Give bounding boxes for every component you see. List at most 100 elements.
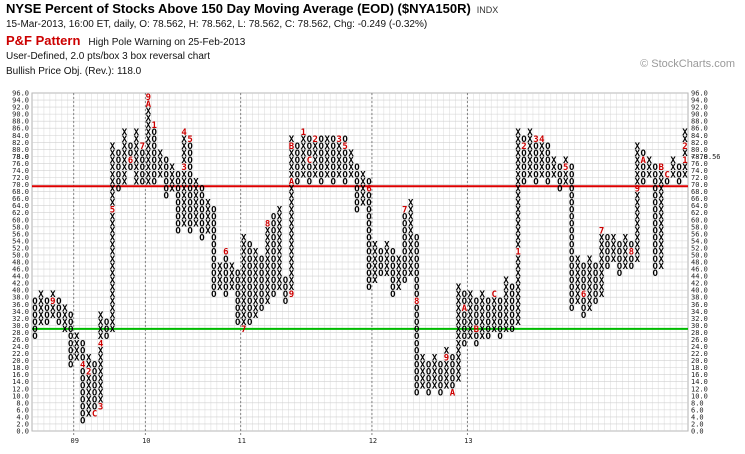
y-tick-label-right: 70.0: [691, 181, 708, 189]
o-box: O: [187, 220, 193, 230]
o-box: O: [676, 163, 682, 173]
o-box: O: [307, 177, 313, 187]
y-tick-label-left: 34.0: [12, 308, 29, 316]
o-box: O: [545, 149, 551, 159]
y-tick-label-right: 94.0: [691, 97, 708, 105]
o-box: O: [474, 332, 480, 342]
x-box: X: [98, 360, 104, 370]
x-box: X: [313, 142, 319, 152]
x-box: X: [658, 177, 664, 187]
x-box: X: [635, 163, 641, 173]
o-box: O: [295, 156, 301, 166]
x-box: X: [193, 191, 199, 201]
o-box: O: [521, 170, 527, 180]
x-box: X: [336, 163, 342, 173]
x-box: X: [372, 276, 378, 286]
x-box: X: [289, 135, 295, 145]
x-box: X: [515, 177, 521, 187]
x-box: X: [611, 234, 617, 244]
o-box: O: [271, 220, 277, 230]
o-box: O: [68, 346, 74, 356]
o-box: O: [211, 234, 217, 244]
o-box: O: [414, 346, 420, 356]
x-box: X: [647, 170, 653, 180]
o-box: O: [354, 163, 360, 173]
x-box: X: [110, 276, 116, 286]
o-box: O: [617, 241, 623, 251]
o-box: O: [414, 276, 420, 286]
o-box: O: [199, 191, 205, 201]
y-tick-label-left: 10.0: [12, 392, 29, 400]
x-box: X: [289, 269, 295, 279]
o-box: O: [295, 170, 301, 180]
x-box: X: [515, 220, 521, 230]
o-box: O: [617, 269, 623, 279]
o-box: O: [235, 297, 241, 307]
x-box: X: [289, 276, 295, 286]
o-box: O: [259, 297, 265, 307]
o-box: O: [402, 269, 408, 279]
x-box: X: [468, 318, 474, 328]
o-box: O: [354, 170, 360, 180]
o-box: O: [402, 227, 408, 237]
x-box: X: [134, 170, 140, 180]
x-box: X: [217, 283, 223, 293]
month-marker: C: [92, 410, 97, 420]
x-box: X: [408, 213, 414, 223]
x-box: X: [265, 241, 271, 251]
x-box: X: [682, 170, 688, 180]
o-box: O: [152, 149, 158, 159]
x-box: X: [122, 170, 128, 180]
y-tick-label-right: 12.0: [691, 385, 708, 393]
x-box: X: [98, 367, 104, 377]
o-box: O: [68, 311, 74, 321]
x-box: X: [158, 163, 164, 173]
x-box: X: [50, 311, 56, 321]
x-box: X: [86, 374, 92, 384]
o-box: O: [271, 227, 277, 237]
o-box: O: [354, 198, 360, 208]
y-tick-label-right: 2.0: [691, 420, 704, 428]
o-box: O: [211, 220, 217, 230]
o-box: O: [32, 297, 38, 307]
o-box: O: [569, 205, 575, 215]
o-box: O: [307, 163, 313, 173]
o-box: O: [414, 367, 420, 377]
o-box: O: [295, 149, 301, 159]
x-box: X: [635, 227, 641, 237]
x-box: X: [575, 290, 581, 300]
o-box: O: [569, 241, 575, 251]
o-box: O: [569, 213, 575, 223]
y-tick-label-right: 50.0: [691, 251, 708, 259]
o-box: O: [414, 290, 420, 300]
x-box: X: [503, 318, 509, 328]
month-marker: 2: [682, 142, 687, 152]
month-marker: 6: [128, 156, 133, 166]
x-box: X: [289, 205, 295, 215]
o-box: O: [259, 255, 265, 265]
o-box: O: [652, 163, 658, 173]
o-box: O: [80, 339, 86, 349]
x-box: X: [146, 170, 152, 180]
x-box: X: [515, 198, 521, 208]
x-box: X: [396, 255, 402, 265]
o-box: O: [366, 177, 372, 187]
o-box: O: [521, 177, 527, 187]
o-box: O: [187, 142, 193, 152]
x-box: X: [527, 163, 533, 173]
x-box: X: [503, 297, 509, 307]
o-box: O: [450, 360, 456, 370]
x-box: X: [122, 177, 128, 187]
x-box: X: [575, 283, 581, 293]
x-box: X: [277, 276, 283, 286]
x-box: X: [456, 367, 462, 377]
x-box: X: [98, 318, 104, 328]
x-box: X: [503, 304, 509, 314]
o-box: O: [450, 382, 456, 392]
x-box: X: [217, 262, 223, 272]
o-box: O: [366, 276, 372, 286]
o-box: O: [414, 318, 420, 328]
month-marker: 8: [265, 220, 270, 230]
x-box: X: [122, 128, 128, 138]
x-box: X: [551, 163, 557, 173]
